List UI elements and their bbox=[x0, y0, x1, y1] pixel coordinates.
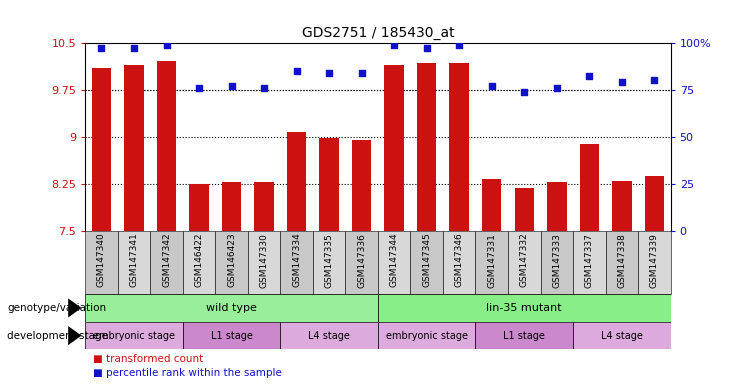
Point bbox=[486, 83, 498, 89]
Polygon shape bbox=[68, 298, 82, 318]
Point bbox=[128, 45, 140, 51]
Text: GSM147336: GSM147336 bbox=[357, 233, 366, 288]
Bar bbox=[605, 231, 638, 294]
Bar bbox=[85, 231, 118, 294]
Bar bbox=[216, 231, 247, 294]
Text: GSM147338: GSM147338 bbox=[617, 233, 626, 288]
Text: GSM147340: GSM147340 bbox=[97, 233, 106, 288]
Bar bbox=[118, 231, 150, 294]
Bar bbox=[280, 322, 378, 349]
Text: GSM147332: GSM147332 bbox=[519, 233, 529, 288]
Bar bbox=[287, 132, 306, 231]
Text: L4 stage: L4 stage bbox=[601, 331, 642, 341]
Text: genotype/variation: genotype/variation bbox=[7, 303, 107, 313]
Text: GSM147335: GSM147335 bbox=[325, 233, 333, 288]
Bar bbox=[222, 182, 242, 231]
Bar bbox=[319, 138, 339, 231]
Bar bbox=[411, 231, 443, 294]
Bar bbox=[573, 231, 605, 294]
Bar bbox=[183, 231, 216, 294]
Bar bbox=[280, 231, 313, 294]
Point bbox=[518, 88, 530, 94]
Bar bbox=[579, 144, 599, 231]
Point bbox=[323, 70, 335, 76]
Bar bbox=[573, 322, 671, 349]
Point bbox=[648, 77, 660, 83]
Bar bbox=[547, 182, 567, 231]
Bar bbox=[92, 68, 111, 231]
Point bbox=[258, 85, 270, 91]
Point bbox=[583, 73, 595, 79]
Text: GSM146422: GSM146422 bbox=[195, 233, 204, 287]
Point bbox=[421, 45, 433, 51]
Text: development stage: development stage bbox=[7, 331, 108, 341]
Bar bbox=[378, 322, 476, 349]
Text: embryonic stage: embryonic stage bbox=[386, 331, 468, 341]
Bar bbox=[189, 184, 209, 231]
Bar bbox=[85, 294, 378, 322]
Bar bbox=[183, 322, 280, 349]
Text: GSM147333: GSM147333 bbox=[552, 233, 561, 288]
Text: GSM147330: GSM147330 bbox=[259, 233, 268, 288]
Text: GSM147346: GSM147346 bbox=[455, 233, 464, 288]
Bar bbox=[482, 179, 502, 231]
Title: GDS2751 / 185430_at: GDS2751 / 185430_at bbox=[302, 26, 454, 40]
Point bbox=[616, 79, 628, 85]
Text: GSM146423: GSM146423 bbox=[227, 233, 236, 287]
Text: ■ percentile rank within the sample: ■ percentile rank within the sample bbox=[93, 368, 282, 378]
Bar bbox=[378, 294, 671, 322]
Text: L1 stage: L1 stage bbox=[503, 331, 545, 341]
Bar bbox=[313, 231, 345, 294]
Point bbox=[453, 41, 465, 48]
Bar bbox=[612, 180, 631, 231]
Bar bbox=[378, 231, 411, 294]
Point bbox=[96, 45, 107, 51]
Bar bbox=[254, 182, 274, 231]
Bar bbox=[150, 231, 183, 294]
Point bbox=[551, 85, 562, 91]
Polygon shape bbox=[68, 326, 82, 345]
Bar bbox=[345, 231, 378, 294]
Bar bbox=[417, 63, 436, 231]
Text: lin-35 mutant: lin-35 mutant bbox=[486, 303, 562, 313]
Text: ■ transformed count: ■ transformed count bbox=[93, 354, 203, 364]
Bar bbox=[124, 65, 144, 231]
Bar bbox=[450, 63, 469, 231]
Bar bbox=[645, 175, 664, 231]
Text: GSM147345: GSM147345 bbox=[422, 233, 431, 288]
Bar bbox=[508, 231, 540, 294]
Point bbox=[290, 68, 302, 74]
Bar bbox=[247, 231, 280, 294]
Point bbox=[161, 41, 173, 48]
Text: embryonic stage: embryonic stage bbox=[93, 331, 175, 341]
Text: GSM147331: GSM147331 bbox=[488, 233, 496, 288]
Bar bbox=[514, 187, 534, 231]
Point bbox=[225, 83, 237, 89]
Text: L1 stage: L1 stage bbox=[210, 331, 253, 341]
Point bbox=[388, 41, 400, 48]
Bar bbox=[157, 61, 176, 231]
Bar bbox=[352, 140, 371, 231]
Text: GSM147334: GSM147334 bbox=[292, 233, 301, 288]
Text: GSM147339: GSM147339 bbox=[650, 233, 659, 288]
Bar bbox=[385, 65, 404, 231]
Bar bbox=[476, 322, 573, 349]
Bar bbox=[443, 231, 476, 294]
Text: GSM147341: GSM147341 bbox=[130, 233, 139, 288]
Bar bbox=[638, 231, 671, 294]
Bar bbox=[85, 322, 183, 349]
Text: GSM147337: GSM147337 bbox=[585, 233, 594, 288]
Text: L4 stage: L4 stage bbox=[308, 331, 350, 341]
Text: wild type: wild type bbox=[206, 303, 257, 313]
Bar bbox=[476, 231, 508, 294]
Text: GSM147342: GSM147342 bbox=[162, 233, 171, 287]
Point bbox=[356, 70, 368, 76]
Bar bbox=[540, 231, 573, 294]
Point bbox=[193, 85, 205, 91]
Text: GSM147344: GSM147344 bbox=[390, 233, 399, 287]
